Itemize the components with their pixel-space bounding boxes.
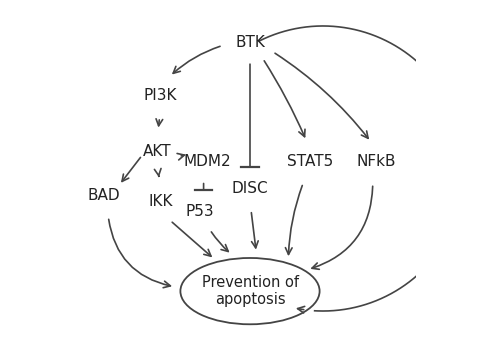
Text: Prevention of: Prevention of <box>202 275 298 290</box>
Text: BTK: BTK <box>235 35 265 50</box>
Text: P53: P53 <box>186 204 214 219</box>
Text: AKT: AKT <box>143 145 172 159</box>
Text: IKK: IKK <box>148 194 173 209</box>
Text: STAT5: STAT5 <box>286 154 333 170</box>
Text: BAD: BAD <box>88 187 120 203</box>
Text: MDM2: MDM2 <box>183 154 230 170</box>
Text: NFkB: NFkB <box>356 154 396 170</box>
Text: DISC: DISC <box>232 181 268 196</box>
Ellipse shape <box>180 258 320 324</box>
Text: apoptosis: apoptosis <box>214 292 286 307</box>
Text: PI3K: PI3K <box>144 88 178 103</box>
